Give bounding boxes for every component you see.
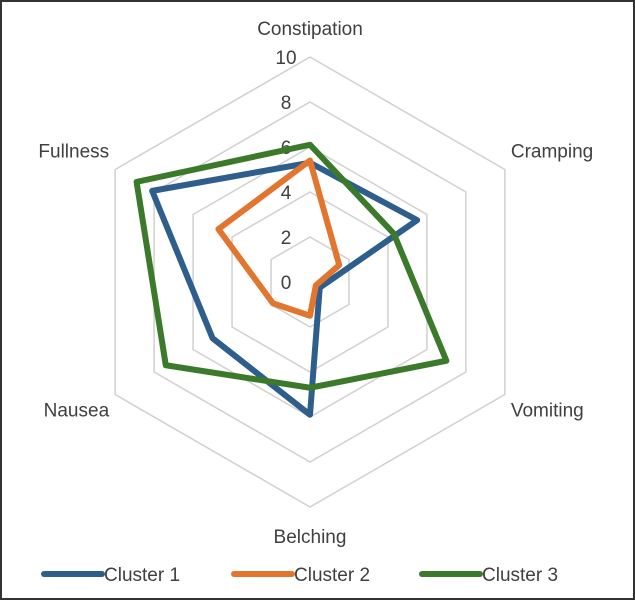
tick-label: 10 — [275, 48, 296, 69]
axis-label-fullness: Fullness — [38, 142, 109, 163]
axis-label-belching: Belching — [274, 527, 347, 548]
tick-label: 0 — [281, 273, 292, 294]
legend-label-cluster-3: Cluster 3 — [482, 565, 558, 586]
grid-ring — [114, 56, 506, 508]
grid-ring — [270, 236, 350, 328]
axis-label-constipation: Constipation — [257, 19, 363, 40]
axis-label-cramping: Cramping — [511, 142, 593, 163]
axis-label-vomiting: Vomiting — [511, 401, 584, 422]
legend-label-cluster-2: Cluster 2 — [294, 565, 370, 586]
tick-label: 4 — [281, 183, 292, 204]
axis-label-nausea: Nausea — [44, 401, 110, 422]
tick-label: 2 — [281, 228, 292, 249]
tick-label: 8 — [281, 93, 292, 114]
legend-label-cluster-1: Cluster 1 — [104, 565, 180, 586]
